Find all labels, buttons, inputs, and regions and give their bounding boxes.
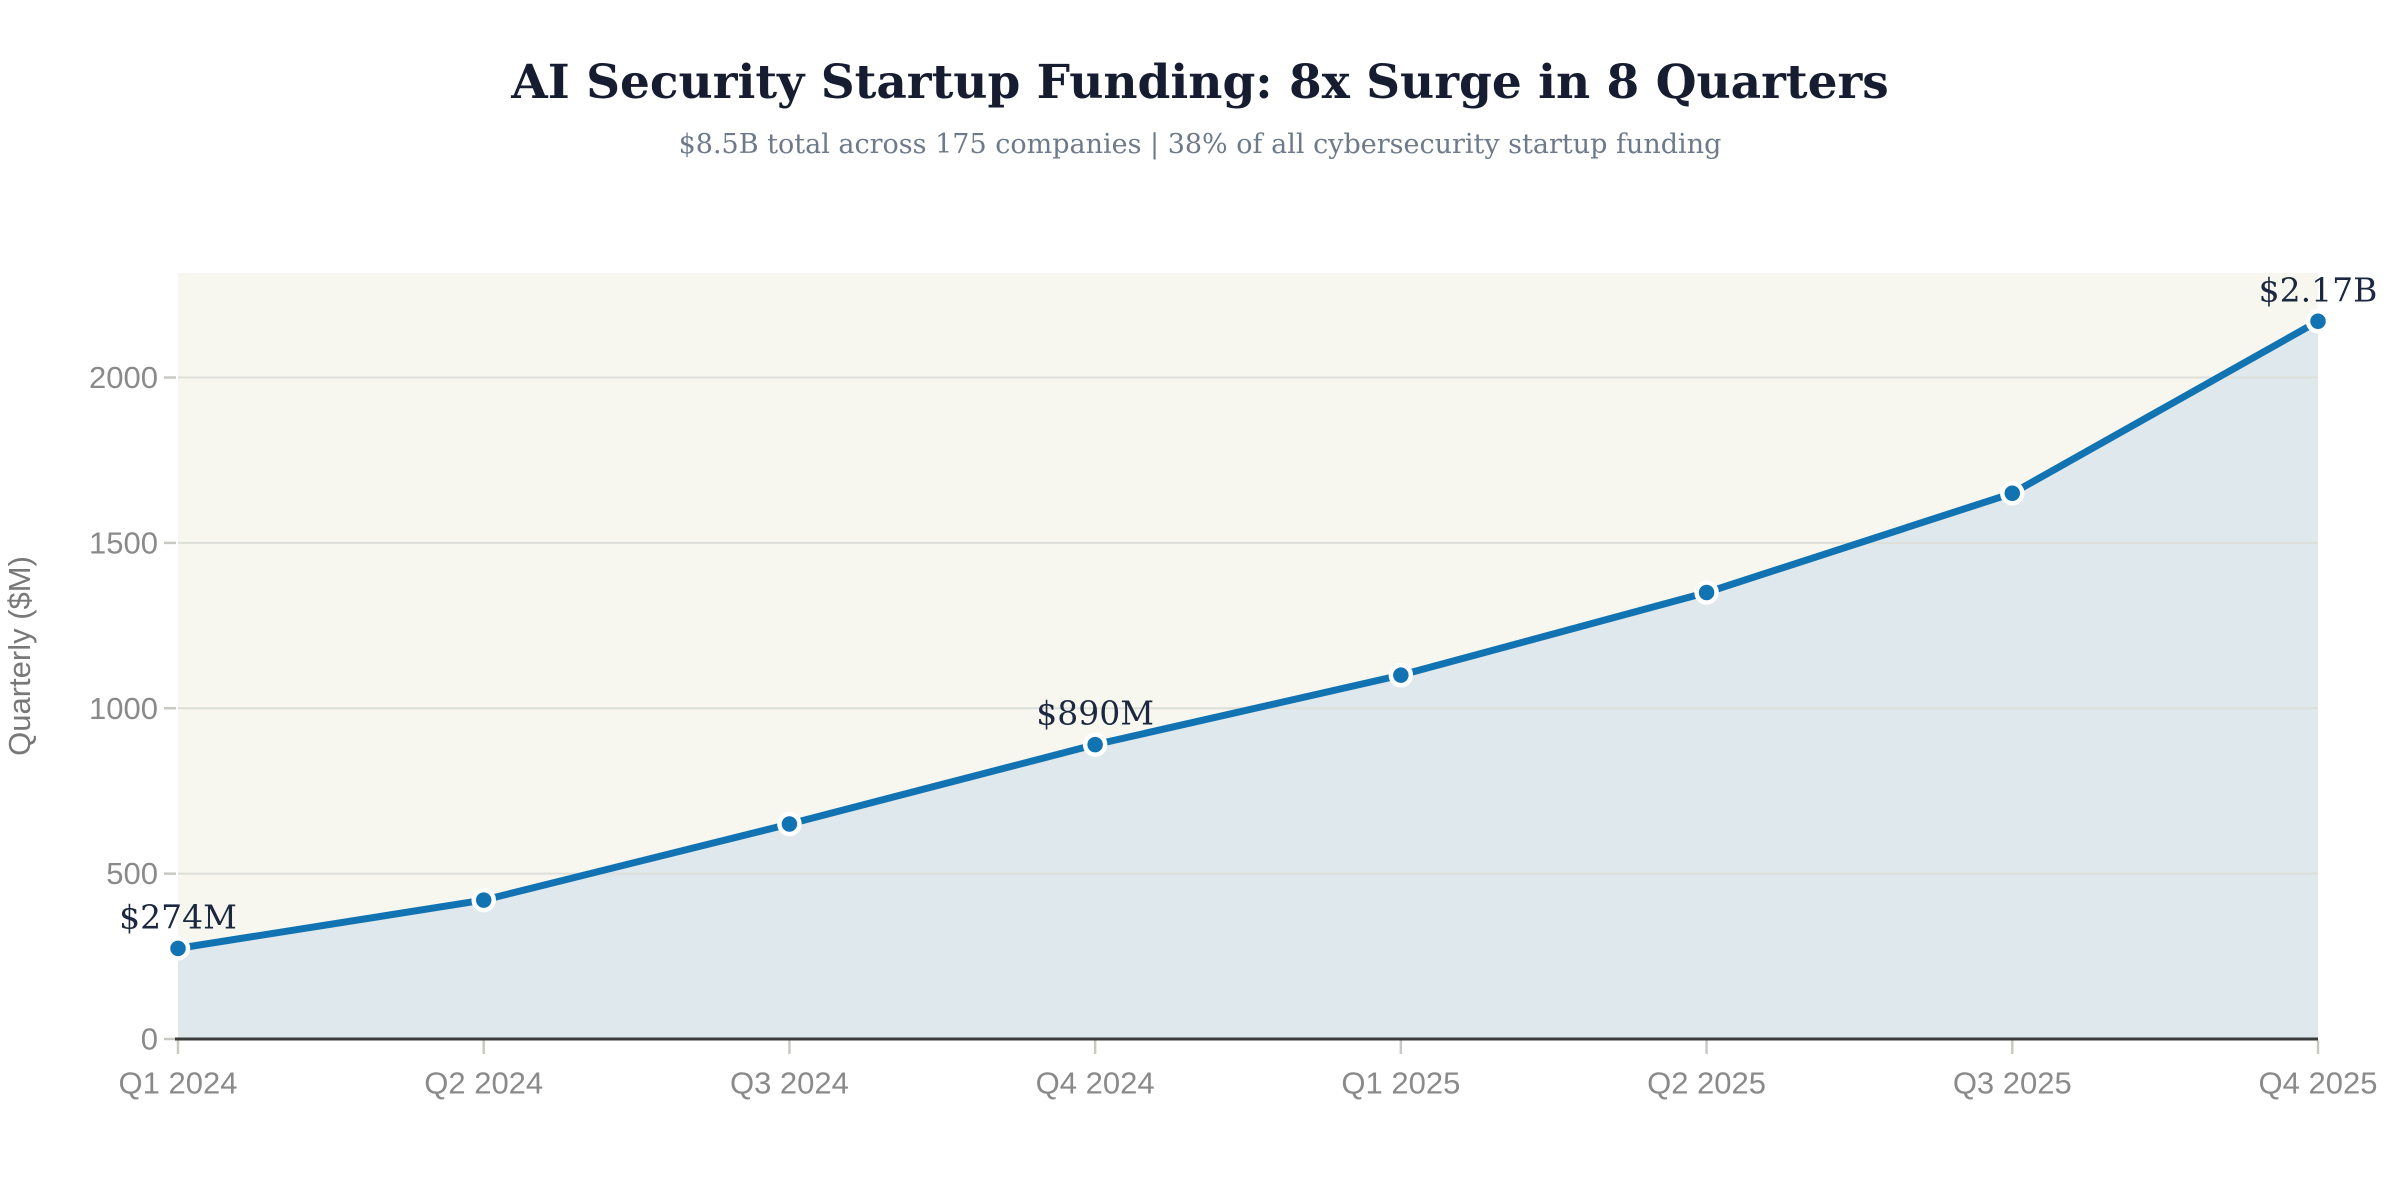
x-tick-label-q2-2024: Q2 2024 xyxy=(424,1066,543,1101)
annotation-q4-2024: $890M xyxy=(1036,694,1154,733)
area-fill xyxy=(178,321,2318,1039)
annotation-q4-2025: $2.17B xyxy=(2259,270,2378,309)
data-point-q4-2025 xyxy=(2305,309,2331,334)
data-point-q4-2024 xyxy=(1082,732,1108,757)
y-axis-title: Quarterly ($M) xyxy=(2,556,37,756)
x-tick-label-q1-2024: Q1 2024 xyxy=(119,1066,238,1101)
x-tick-label-q4-2025: Q4 2025 xyxy=(2259,1066,2378,1101)
data-point-q2-2025 xyxy=(1694,580,1719,605)
annotation-q1-2024: $274M xyxy=(119,897,237,936)
x-tick-label-q4-2024: Q4 2024 xyxy=(1036,1066,1155,1101)
data-point-q3-2025 xyxy=(2000,481,2025,506)
page-title: AI Security Startup Funding: 8x Surge in… xyxy=(511,55,1889,110)
x-tick-label-q2-2025: Q2 2025 xyxy=(1647,1066,1766,1101)
y-tick-label-1000: 1000 xyxy=(89,691,158,726)
y-tick-label-500: 500 xyxy=(106,856,158,891)
y-tick-label-1500: 1500 xyxy=(89,525,158,560)
data-point-q3-2024 xyxy=(777,811,802,837)
funding-line xyxy=(174,317,2322,952)
x-tick-label-q3-2025: Q3 2025 xyxy=(1953,1066,2072,1101)
x-tick-label-q3-2024: Q3 2024 xyxy=(730,1066,849,1101)
page-subtitle: $8.5B total across 175 companies | 38% o… xyxy=(678,129,1722,160)
data-point-q1-2025 xyxy=(1388,662,1414,688)
x-tick-label-q1-2025: Q1 2025 xyxy=(1341,1066,1460,1101)
y-tick-label-2000: 2000 xyxy=(89,360,158,395)
y-tick-label-0: 0 xyxy=(141,1022,158,1057)
data-point-q1-2024 xyxy=(165,936,191,961)
data-point-q2-2024 xyxy=(471,887,496,913)
